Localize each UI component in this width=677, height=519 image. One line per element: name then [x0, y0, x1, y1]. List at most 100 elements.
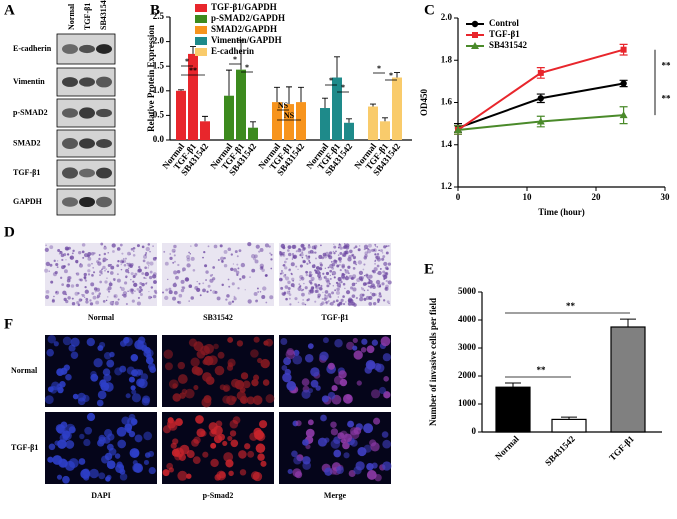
y-tick-label: 1.2	[441, 181, 453, 191]
cell	[136, 269, 141, 273]
cell	[323, 276, 326, 279]
cell	[130, 288, 134, 292]
blot-band	[79, 168, 95, 178]
cell	[147, 243, 151, 246]
cell	[378, 292, 382, 295]
cell	[346, 275, 348, 277]
cell	[318, 276, 323, 281]
cell	[251, 268, 256, 273]
nucleus	[251, 471, 260, 480]
cell	[259, 248, 264, 252]
blot-band	[62, 77, 78, 87]
cell	[378, 294, 382, 298]
error-bar	[298, 86, 304, 103]
nucleus	[382, 461, 392, 471]
cell	[324, 294, 326, 296]
cell	[359, 293, 364, 298]
nucleus	[196, 350, 206, 359]
cell	[55, 291, 58, 293]
cell	[75, 259, 79, 264]
cell	[308, 291, 311, 295]
nucleus	[330, 421, 337, 428]
cell	[49, 263, 53, 267]
cell	[337, 254, 340, 256]
cell	[335, 250, 337, 253]
nucleus	[223, 452, 234, 462]
nucleus	[132, 463, 142, 473]
cell	[152, 245, 154, 247]
nucleus	[223, 384, 231, 392]
nucleus	[301, 389, 311, 399]
cell	[336, 282, 342, 288]
cell	[383, 261, 388, 267]
cell	[339, 301, 342, 305]
cell	[55, 290, 60, 295]
bar	[392, 77, 402, 140]
cell	[173, 290, 178, 295]
cell	[290, 262, 295, 267]
cell	[299, 254, 302, 257]
cell	[164, 261, 169, 266]
nucleus	[382, 353, 391, 362]
y-tick-label: 1.5	[153, 60, 165, 70]
nucleus	[60, 367, 68, 375]
cell	[133, 282, 138, 287]
cell	[228, 285, 231, 288]
cell	[100, 242, 104, 246]
cell	[207, 284, 211, 288]
cell	[377, 270, 382, 276]
cell	[270, 253, 273, 256]
nucleus	[285, 349, 296, 360]
cell	[53, 295, 55, 298]
nucleus	[287, 468, 293, 474]
nucleus	[78, 458, 86, 465]
cell	[69, 255, 75, 260]
nucleus	[213, 343, 219, 350]
cell	[172, 282, 177, 288]
nucleus	[146, 349, 154, 357]
cell	[326, 279, 331, 284]
nucleus	[106, 460, 116, 469]
nucleus	[116, 461, 123, 468]
cell	[330, 260, 333, 263]
cell	[351, 253, 355, 257]
nucleus	[333, 449, 342, 458]
legend-label: TGF-β1	[489, 29, 520, 39]
cell	[322, 252, 327, 257]
nucleus	[371, 339, 379, 346]
nucleus	[68, 344, 76, 352]
cell	[45, 244, 47, 246]
cell	[173, 244, 177, 249]
cell	[227, 247, 232, 252]
nucleus	[83, 438, 91, 447]
x-tick-label: SB431542	[543, 433, 577, 467]
cell	[57, 249, 61, 253]
nucleus	[361, 338, 368, 345]
legend-swatch	[195, 48, 207, 56]
cell	[368, 243, 372, 248]
cell	[322, 291, 324, 294]
cell	[196, 281, 198, 283]
cell	[355, 263, 358, 266]
cell	[148, 275, 153, 280]
blot-band	[96, 44, 112, 54]
cell	[375, 255, 379, 259]
cell	[61, 258, 64, 262]
panel-label: E	[424, 261, 434, 277]
cell	[315, 285, 318, 288]
nucleus	[230, 439, 239, 448]
cell	[350, 286, 354, 290]
cell	[60, 276, 63, 279]
cell	[150, 286, 154, 289]
cell	[220, 256, 225, 261]
nucleus	[307, 343, 314, 350]
cell	[113, 279, 116, 282]
significance-label: *	[389, 71, 393, 80]
cell	[344, 287, 346, 290]
blot-band	[96, 196, 112, 208]
cell	[339, 246, 343, 250]
cell	[96, 260, 100, 264]
cell	[301, 251, 304, 254]
cell	[313, 269, 317, 272]
cell	[127, 290, 129, 293]
